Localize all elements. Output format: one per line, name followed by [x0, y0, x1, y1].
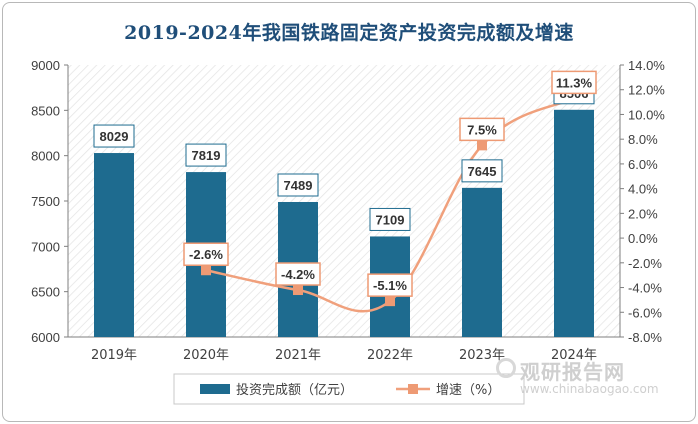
x-tick-label: 2019年 — [91, 348, 137, 363]
right-tick-label: 4.0% — [628, 182, 658, 197]
legend-bar-swatch — [200, 384, 230, 394]
left-tick-label: 7000 — [31, 239, 60, 254]
plot-area — [68, 65, 620, 337]
growth-point — [477, 140, 487, 151]
right-tick-label: 12.0% — [628, 83, 665, 98]
bar-label-box — [185, 143, 227, 167]
watermark-en: www.chinabaogao.com — [520, 382, 659, 396]
legend-bar-label: 投资完成额（亿元） — [236, 382, 353, 398]
growth-point — [385, 296, 395, 307]
left-axis: 6000 6500 7000 7500 8000 8500 9000 — [31, 58, 69, 345]
legend-box — [173, 373, 525, 405]
right-tick-label: -8.0% — [628, 330, 662, 345]
right-tick-label: 14.0% — [628, 58, 665, 73]
bar — [554, 109, 594, 337]
line-data-labels: -2.6% -4.2% -5.1% 7.5% 11.3% — [183, 70, 597, 297]
line-label-box — [551, 70, 597, 95]
bar-label: 7645 — [468, 164, 497, 179]
bar-label-box — [369, 207, 411, 231]
left-tick-label: 9000 — [31, 58, 60, 73]
left-tick-label: 6000 — [31, 330, 60, 345]
bar-label: 7819 — [192, 148, 221, 163]
left-tick-label: 8000 — [31, 149, 60, 164]
line-label-box — [183, 242, 229, 266]
bar-label: 8029 — [100, 129, 129, 144]
watermark: 观研报告网 www.chinabaogao.com — [494, 352, 684, 412]
chart-title: 2019-2024年我国铁路固定资产投资完成额及增速 — [124, 22, 574, 44]
line-label: -5.1% — [373, 278, 407, 293]
bar-label-box — [93, 124, 135, 148]
bar-label-box — [461, 159, 503, 183]
x-tick-label: 2021年 — [275, 348, 321, 363]
line-label: 7.5% — [467, 122, 497, 137]
line-label-box — [367, 273, 413, 297]
bar-label-box — [277, 173, 319, 197]
bar — [462, 187, 502, 337]
right-tick-label: 0.0% — [628, 231, 658, 246]
legend-line-marker — [408, 384, 418, 394]
left-tick-label: 7500 — [31, 194, 60, 209]
x-tick-label: 2023年 — [459, 348, 505, 363]
right-axis: -8.0% -6.0% -4.0% -2.0% 0.0% 2.0% 4.0% 6.0% 8.0%… — [619, 58, 665, 345]
left-tick-label: 6500 — [31, 285, 60, 300]
right-tick-label: -4.0% — [628, 281, 662, 296]
line-label: 11.3% — [556, 75, 593, 90]
growth-point — [293, 285, 303, 296]
right-tick-label: 2.0% — [628, 206, 658, 221]
right-tick-label: 8.0% — [628, 132, 658, 147]
right-tick-label: -6.0% — [628, 305, 662, 320]
x-tick-label: 2024年 — [551, 348, 597, 363]
right-tick-label: 6.0% — [628, 157, 658, 172]
watermark-cn: 观研报告网 — [520, 360, 625, 384]
bar-label: 7489 — [284, 178, 313, 193]
right-tick-label: -2.0% — [628, 256, 662, 271]
x-tick-label: 2022年 — [367, 348, 413, 363]
legend-line-label: 增速（%） — [436, 383, 500, 398]
growth-point — [201, 265, 211, 276]
x-tick-label: 2020年 — [183, 348, 229, 363]
x-axis: 2019年 2020年 2021年 2022年 2023年 2024年 — [68, 336, 620, 363]
line-label-box — [459, 117, 505, 142]
bar — [94, 153, 134, 337]
line-label-box — [275, 262, 321, 286]
legend: 投资完成额（亿元） 增速（%） — [173, 373, 525, 405]
line-label: -2.6% — [189, 247, 223, 262]
line-label: -4.2% — [281, 267, 315, 282]
watermark-logo-icon — [496, 358, 516, 378]
left-tick-label: 8500 — [31, 103, 60, 118]
right-tick-label: 10.0% — [628, 107, 665, 122]
bar-label: 7109 — [376, 212, 405, 227]
